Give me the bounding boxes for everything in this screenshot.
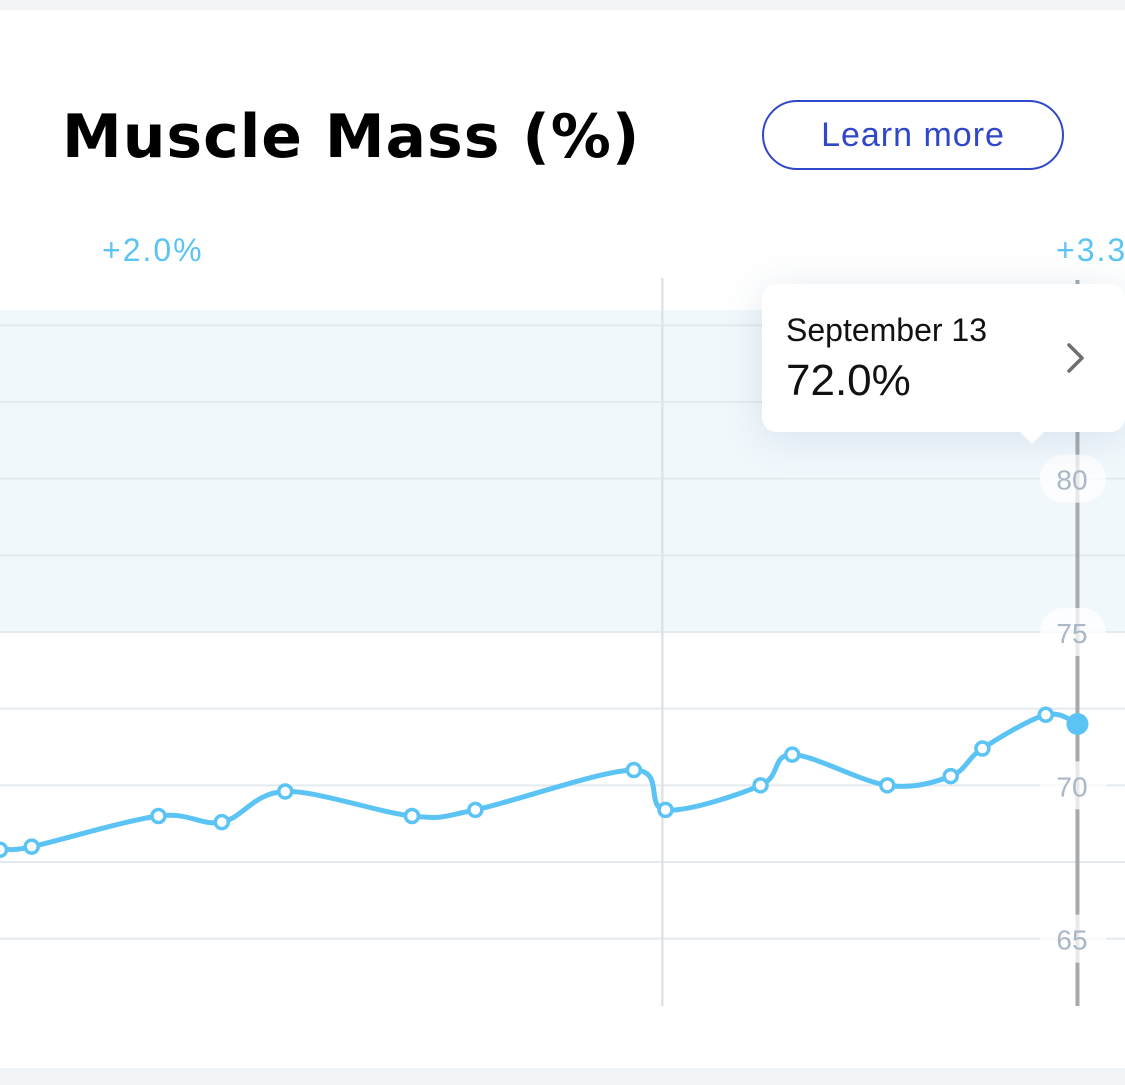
chevron-right-icon[interactable] [1058, 340, 1094, 376]
y-tick-label: 70 [1056, 771, 1087, 802]
tooltip-date: September 13 [786, 312, 988, 348]
data-point[interactable] [467, 801, 484, 819]
y-tick-bg [1040, 608, 1106, 656]
data-point[interactable] [0, 841, 9, 858]
selected-data-point[interactable] [1066, 713, 1089, 735]
chart-tooltip[interactable]: September 13 72.0% [762, 284, 1125, 444]
period-change-current: +3.3 [1056, 232, 1125, 268]
data-point[interactable] [150, 807, 167, 825]
y-tick-label: 65 [1056, 925, 1087, 956]
data-point[interactable] [657, 801, 674, 819]
y-tick-bg [1040, 914, 1106, 963]
y-tick-bg [1040, 761, 1106, 810]
data-point[interactable] [752, 777, 769, 794]
data-point[interactable] [213, 813, 231, 831]
data-point[interactable] [403, 807, 421, 825]
data-point[interactable] [23, 838, 40, 855]
learn-more-button[interactable]: Learn more [762, 100, 1064, 170]
data-point[interactable] [1037, 706, 1055, 724]
data-point[interactable] [784, 746, 801, 763]
tooltip-value: 72.0% [786, 356, 911, 405]
period-change-previous: +2.0% [102, 232, 204, 268]
data-point[interactable] [625, 761, 643, 779]
y-tick-label: 80 [1056, 465, 1087, 496]
page-title: Muscle Mass (%) [62, 102, 641, 172]
data-point[interactable] [276, 783, 294, 800]
y-tick-label: 75 [1056, 618, 1087, 649]
y-tick-bg [1040, 454, 1106, 503]
data-point[interactable] [942, 767, 959, 785]
data-point[interactable] [879, 777, 896, 794]
data-point[interactable] [974, 740, 991, 757]
